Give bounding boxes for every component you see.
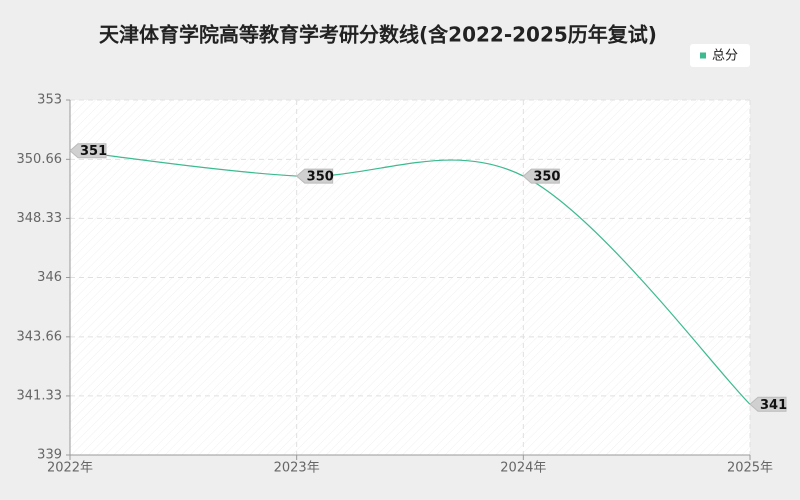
data-label-bg: [69, 143, 107, 159]
legend-box: [690, 44, 750, 67]
legend-swatch: [700, 52, 706, 59]
data-label: 350: [533, 170, 560, 185]
y-tick-label: 346: [37, 270, 62, 285]
y-tick-label: 353: [37, 93, 62, 108]
data-label: 350: [307, 170, 334, 185]
y-tick-label: 339: [37, 448, 62, 463]
y-tick-label: 350.66: [17, 152, 63, 167]
series-line: [69, 150, 751, 405]
y-tick-label: 343.66: [17, 329, 63, 344]
y-tick-label: 341.33: [17, 388, 63, 403]
plot-hatch: [70, 100, 750, 455]
x-tick-label: 2023年: [274, 461, 320, 476]
data-label-bg: [749, 396, 787, 412]
data-label: 341: [760, 398, 787, 413]
x-tick-label: 2024年: [500, 461, 546, 476]
data-label-bg: [522, 168, 560, 184]
x-tick-label: 2022年: [47, 461, 93, 476]
data-label: 351: [80, 144, 107, 159]
y-tick-label: 348.33: [17, 211, 63, 226]
x-tick-label: 2025年: [727, 461, 773, 476]
data-label-bg: [295, 168, 334, 184]
chart-title: 天津体育学院高等教育学考研分数线(含2022-2025历年复试): [99, 23, 657, 47]
legend-label: 总分: [712, 49, 738, 64]
